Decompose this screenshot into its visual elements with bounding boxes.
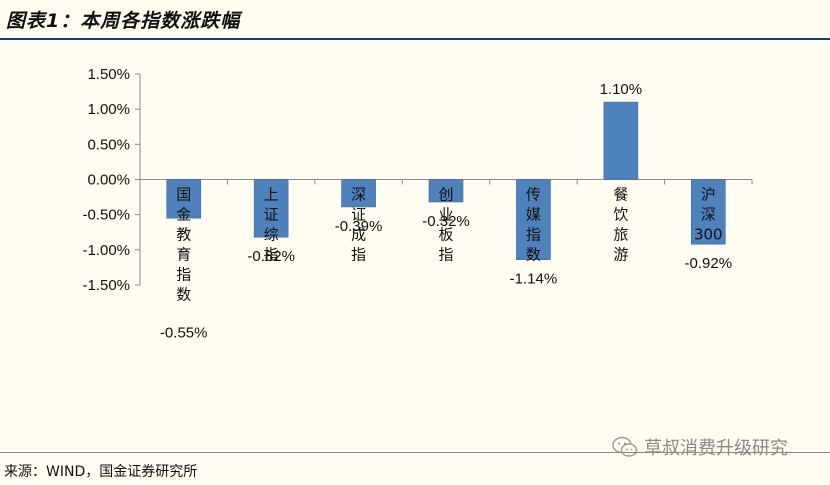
data-label: -0.32% [422, 213, 470, 230]
label-layer: 国金教育指数 -0.55% 上证综指-0.82% 深证成指-0.39% 创业板指-0.3… [160, 81, 732, 341]
bar [253, 179, 289, 238]
bar [166, 179, 202, 219]
y-tick-label: 0.50% [87, 136, 130, 153]
y-tick-label: -1.00% [82, 242, 130, 259]
category-label: 餐饮旅游 [613, 186, 628, 264]
bar [428, 179, 464, 203]
bar-chart: 1.50% 1.00% 0.50% 0.00% -0.50% -1.00% -1.50% 国… [82, 66, 753, 342]
category-label: 国金教育指数 [176, 186, 191, 304]
y-tick-label: 1.50% [87, 66, 130, 83]
category-label: 上证综指 [264, 186, 279, 264]
bar [341, 179, 376, 208]
data-label: -0.82% [247, 248, 295, 265]
y-tick-label: -0.50% [82, 207, 130, 224]
title-bar: 图表1：本周各指数涨跌幅 [0, 0, 830, 40]
category-label: 深证成指 [351, 186, 366, 264]
category-label: 创业板指 [438, 186, 453, 264]
data-label: -0.39% [335, 218, 383, 235]
watermark: 草叔消费升级研究 [612, 434, 788, 460]
chart-title: 图表1：本周各指数涨跌幅 [6, 10, 241, 32]
watermark-text: 草叔消费升级研究 [644, 438, 788, 459]
bar-layer [166, 101, 726, 260]
data-label: -0.92% [685, 255, 733, 272]
y-tick-label: -1.50% [82, 277, 130, 294]
data-label: 1.10% [600, 81, 643, 98]
bar [603, 101, 639, 180]
y-tick-label: 0.00% [87, 172, 130, 189]
data-label: -1.14% [510, 271, 558, 288]
axis-layer: 1.50% 1.00% 0.50% 0.00% -0.50% -1.00% -1.50% [82, 66, 753, 294]
y-tick-label: 1.00% [87, 101, 130, 118]
footer: 来源：WIND，国金证券研究所 [0, 452, 830, 485]
bar [516, 179, 551, 260]
category-label: 沪深 300 [694, 186, 723, 244]
data-label: -0.55% [160, 325, 208, 342]
bar [690, 179, 726, 245]
category-label: 传媒指数 [526, 186, 541, 264]
source-note: 来源：WIND，国金证券研究所 [4, 464, 198, 480]
